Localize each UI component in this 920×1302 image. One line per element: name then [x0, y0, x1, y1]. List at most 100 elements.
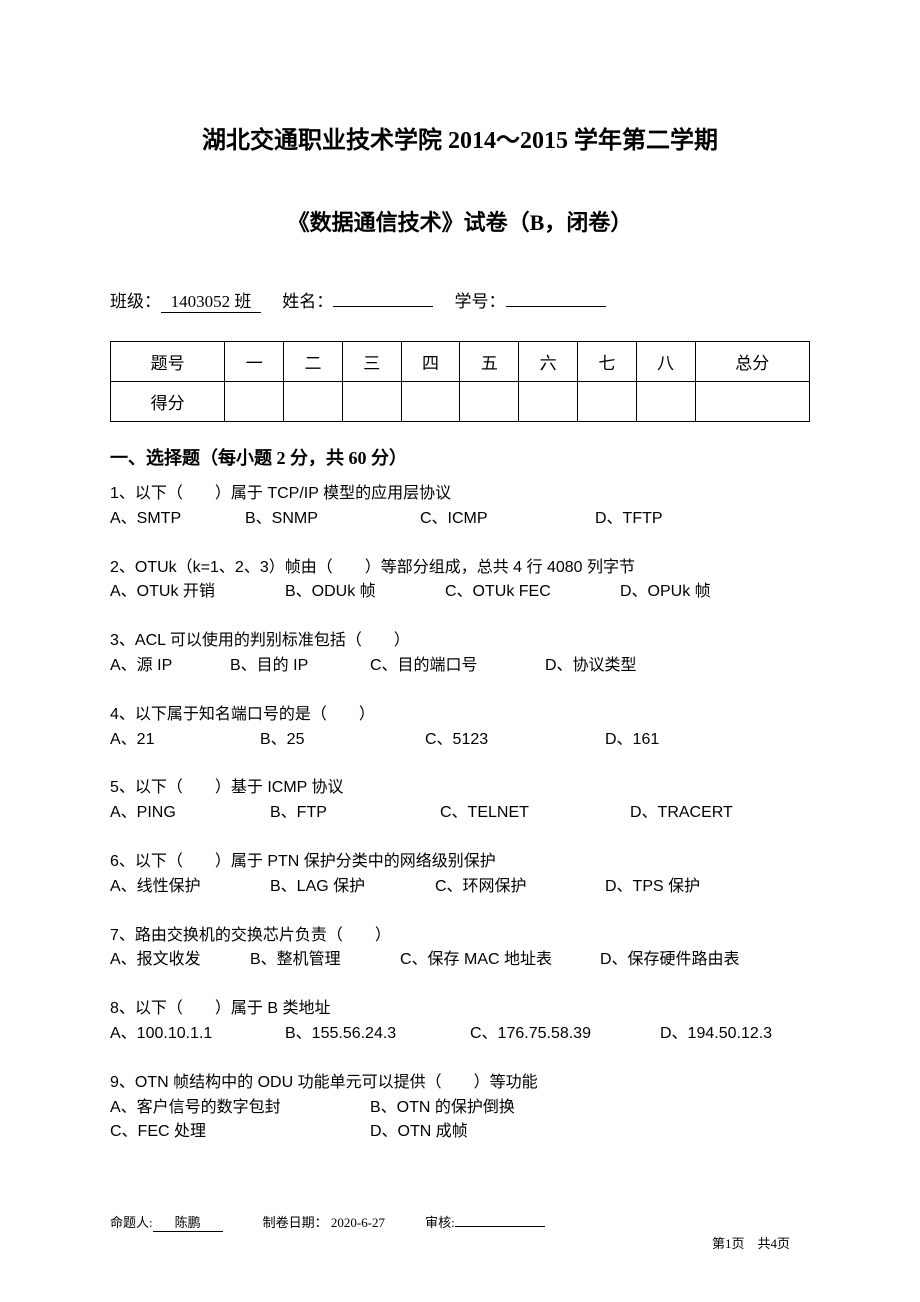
question: 1、以下（ ）属于 TCP/IP 模型的应用层协议A、SMTPB、SNMPC、I… — [110, 482, 810, 532]
option: B、25 — [260, 728, 425, 753]
question-options: C、FEC 处理D、OTN 成帧 — [110, 1120, 810, 1145]
author-label: 命题人: — [110, 1215, 153, 1230]
option: A、线性保护 — [110, 875, 270, 900]
question-options: A、源 IPB、目的 IPC、目的端口号D、协议类型 — [110, 654, 810, 679]
page-number: 第1页 共4页 — [712, 1233, 790, 1252]
question-stem: 5、以下（ ）基于 ICMP 协议 — [110, 776, 810, 801]
option: A、100.10.1.1 — [110, 1022, 285, 1047]
score-header-cell: 三 — [342, 342, 401, 382]
score-header-cell: 七 — [578, 342, 637, 382]
review-label: 审核: — [425, 1215, 455, 1230]
option: B、ODUk 帧 — [285, 580, 445, 605]
name-label: 姓名： — [282, 292, 333, 311]
question: 7、路由交换机的交换芯片负责（ ）A、报文收发B、整机管理C、保存 MAC 地址… — [110, 924, 810, 974]
question-stem: 7、路由交换机的交换芯片负责（ ） — [110, 924, 810, 949]
score-cell — [225, 382, 284, 422]
questions-container: 1、以下（ ）属于 TCP/IP 模型的应用层协议A、SMTPB、SNMPC、I… — [110, 482, 810, 1145]
option: C、ICMP — [420, 507, 595, 532]
question-stem: 2、OTUk（k=1、2、3）帧由（ ）等部分组成，总共 4 行 4080 列字… — [110, 556, 810, 581]
option: D、OPUk 帧 — [620, 580, 740, 605]
score-header-cell: 五 — [460, 342, 519, 382]
option: C、FEC 处理 — [110, 1120, 370, 1145]
question-stem: 9、OTN 帧结构中的 ODU 功能单元可以提供（ ）等功能 — [110, 1071, 810, 1096]
student-info-line: 班级：1403052 班 姓名： 学号： — [110, 287, 810, 313]
score-cell — [460, 382, 519, 422]
score-header-cell: 一 — [225, 342, 284, 382]
option: A、OTUk 开销 — [110, 580, 285, 605]
option: C、保存 MAC 地址表 — [400, 948, 600, 973]
option: C、TELNET — [440, 801, 630, 826]
question-stem: 6、以下（ ）属于 PTN 保护分类中的网络级别保护 — [110, 850, 810, 875]
option: D、OTN 成帧 — [370, 1120, 630, 1145]
score-row-label: 得分 — [111, 382, 225, 422]
question: 2、OTUk（k=1、2、3）帧由（ ）等部分组成，总共 4 行 4080 列字… — [110, 556, 810, 606]
option: B、LAG 保护 — [270, 875, 435, 900]
option: B、FTP — [270, 801, 440, 826]
question: 9、OTN 帧结构中的 ODU 功能单元可以提供（ ）等功能A、客户信号的数字包… — [110, 1071, 810, 1145]
score-header-cell: 六 — [519, 342, 578, 382]
option: D、TPS 保护 — [605, 875, 725, 900]
question: 6、以下（ ）属于 PTN 保护分类中的网络级别保护A、线性保护B、LAG 保护… — [110, 850, 810, 900]
question-options: A、100.10.1.1B、155.56.24.3C、176.75.58.39D… — [110, 1022, 810, 1047]
option: A、客户信号的数字包封 — [110, 1096, 370, 1121]
score-table-header-row: 题号 一 二 三 四 五 六 七 八 总分 — [111, 342, 810, 382]
question-options: A、21B、25C、5123D、161 — [110, 728, 810, 753]
score-table-score-row: 得分 — [111, 382, 810, 422]
option: A、SMTP — [110, 507, 245, 532]
question-stem: 1、以下（ ）属于 TCP/IP 模型的应用层协议 — [110, 482, 810, 507]
question-options: A、OTUk 开销B、ODUk 帧C、OTUk FECD、OPUk 帧 — [110, 580, 810, 605]
question-options: A、报文收发B、整机管理C、保存 MAC 地址表D、保存硬件路由表 — [110, 948, 810, 973]
option: D、协议类型 — [545, 654, 665, 679]
footer: 命题人:陈鹏 制卷日期： 2020-6-27 审核: — [110, 1212, 810, 1232]
question-stem: 3、ACL 可以使用的判别标准包括（ ） — [110, 629, 810, 654]
option: A、源 IP — [110, 654, 230, 679]
score-header-cell: 总分 — [695, 342, 809, 382]
option: B、目的 IP — [230, 654, 370, 679]
option: B、OTN 的保护倒换 — [370, 1096, 630, 1121]
question-options: A、客户信号的数字包封B、OTN 的保护倒换 — [110, 1096, 810, 1121]
review-blank — [455, 1226, 545, 1227]
option: A、PING — [110, 801, 270, 826]
option: A、21 — [110, 728, 260, 753]
option: A、报文收发 — [110, 948, 250, 973]
option: C、OTUk FEC — [445, 580, 620, 605]
option: C、环网保护 — [435, 875, 605, 900]
score-cell — [342, 382, 401, 422]
question-stem: 4、以下属于知名端口号的是（ ） — [110, 703, 810, 728]
score-table: 题号 一 二 三 四 五 六 七 八 总分 得分 — [110, 341, 810, 422]
title-sub: 《数据通信技术》试卷（B，闭卷） — [110, 205, 810, 237]
option: B、整机管理 — [250, 948, 400, 973]
option: C、5123 — [425, 728, 605, 753]
section-1-title: 一、选择题（每小题 2 分，共 60 分） — [110, 444, 810, 470]
title-main: 湖北交通职业技术学院 2014～2015 学年第二学期 — [110, 120, 810, 155]
option: B、SNMP — [245, 507, 420, 532]
score-cell — [401, 382, 460, 422]
option: D、保存硬件路由表 — [600, 948, 760, 973]
option: C、目的端口号 — [370, 654, 545, 679]
date-label: 制卷日期： — [263, 1215, 328, 1230]
question: 8、以下（ ）属于 B 类地址A、100.10.1.1B、155.56.24.3… — [110, 997, 810, 1047]
score-cell — [284, 382, 343, 422]
question-options: A、线性保护B、LAG 保护C、环网保护D、TPS 保护 — [110, 875, 810, 900]
class-label: 班级： — [110, 292, 161, 311]
score-cell — [636, 382, 695, 422]
question: 3、ACL 可以使用的判别标准包括（ ）A、源 IPB、目的 IPC、目的端口号… — [110, 629, 810, 679]
date-value: 2020-6-27 — [331, 1215, 385, 1230]
option: D、161 — [605, 728, 705, 753]
option: D、TFTP — [595, 507, 715, 532]
option: D、TRACERT — [630, 801, 750, 826]
author-value: 陈鹏 — [153, 1212, 223, 1232]
id-label: 学号： — [455, 292, 506, 311]
option: D、194.50.12.3 — [660, 1022, 800, 1047]
score-header-cell: 二 — [284, 342, 343, 382]
question: 5、以下（ ）基于 ICMP 协议A、PINGB、FTPC、TELNETD、TR… — [110, 776, 810, 826]
score-header-cell: 四 — [401, 342, 460, 382]
question: 4、以下属于知名端口号的是（ ）A、21B、25C、5123D、161 — [110, 703, 810, 753]
score-cell — [519, 382, 578, 422]
score-header-cell: 题号 — [111, 342, 225, 382]
id-blank — [506, 306, 606, 307]
name-blank — [333, 306, 433, 307]
class-value: 1403052 班 — [161, 287, 261, 313]
score-cell — [695, 382, 809, 422]
option: B、155.56.24.3 — [285, 1022, 470, 1047]
